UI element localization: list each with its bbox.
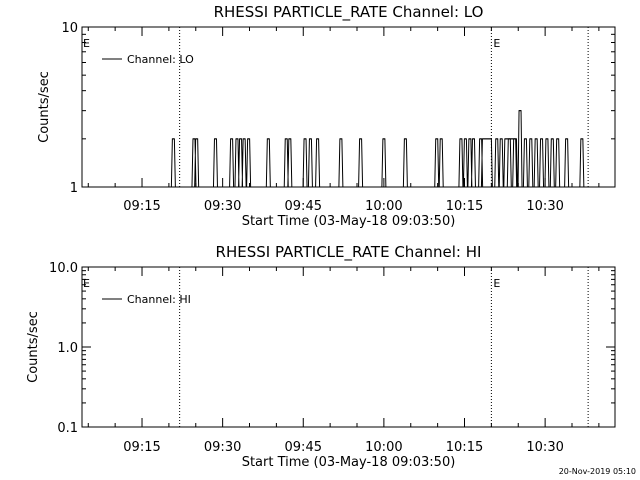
x-tick-label: 10:00 bbox=[365, 440, 402, 455]
x-tick-label: 09:30 bbox=[204, 199, 241, 214]
chart-title: RHESSI PARTICLE_RATE Channel: HI bbox=[216, 243, 482, 262]
plot-frame bbox=[81, 266, 616, 428]
x-tick-label: 10:15 bbox=[446, 199, 483, 214]
legend-entry: Channel: LO bbox=[127, 53, 194, 66]
x-tick-label: 10:30 bbox=[526, 199, 563, 214]
event-line-label: E bbox=[493, 277, 500, 290]
x-tick-label: 09:45 bbox=[285, 440, 322, 455]
y-axis-label: Counts/sec bbox=[37, 71, 52, 143]
y-tick-label: 10 bbox=[61, 21, 78, 36]
x-tick-label: 09:45 bbox=[285, 199, 322, 214]
x-tick-label: 09:30 bbox=[204, 440, 241, 455]
x-tick-label: 10:15 bbox=[446, 440, 483, 455]
corner-event-label: E bbox=[83, 277, 90, 290]
x-tick-label: 09:15 bbox=[123, 440, 160, 455]
y-tick-label: 1 bbox=[70, 181, 78, 196]
x-tick-label: 09:15 bbox=[123, 199, 160, 214]
y-tick-label: 10.0 bbox=[49, 261, 78, 276]
x-axis-label: Start Time (03-May-18 09:03:50) bbox=[242, 455, 456, 470]
corner-event-label: E bbox=[83, 37, 90, 50]
series-line-channel-lo bbox=[110, 110, 585, 188]
y-tick-label: 1.0 bbox=[57, 341, 78, 356]
event-line-label: E bbox=[493, 37, 500, 50]
chart-title: RHESSI PARTICLE_RATE Channel: LO bbox=[214, 3, 484, 22]
legend-entry: Channel: HI bbox=[127, 293, 191, 306]
y-axis-label: Counts/sec bbox=[26, 311, 41, 383]
x-axis-label: Start Time (03-May-18 09:03:50) bbox=[242, 214, 456, 229]
y-tick-label: 0.1 bbox=[57, 421, 78, 436]
generation-timestamp: 20-Nov-2019 05:10 bbox=[559, 467, 636, 476]
x-tick-label: 10:30 bbox=[526, 440, 563, 455]
hi-channel-panel: RHESSI PARTICLE_RATE Channel: HI 0.1 1.0 10… bbox=[26, 243, 616, 470]
x-tick-label: 10:00 bbox=[365, 199, 402, 214]
lo-channel-panel: RHESSI PARTICLE_RATE Channel: LO 1 10 09:15… bbox=[37, 3, 616, 229]
